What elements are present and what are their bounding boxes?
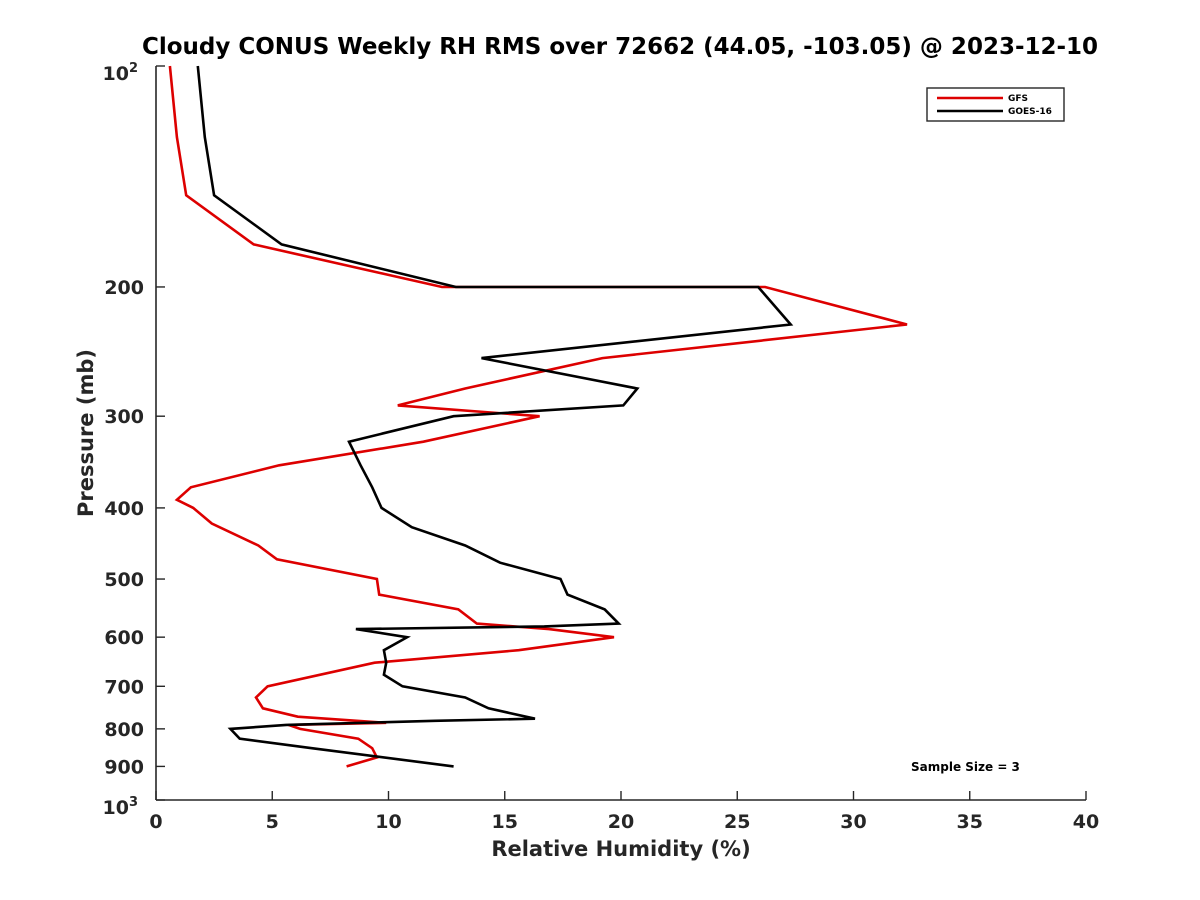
x-tick-label: 10 xyxy=(375,811,401,833)
y-tick-label: 300 xyxy=(104,406,144,428)
x-tick-label: 20 xyxy=(608,811,634,833)
x-axis-title: Relative Humidity (%) xyxy=(491,837,750,861)
y-tick-label: 600 xyxy=(104,627,144,649)
y-tick-label: 200 xyxy=(104,277,144,299)
x-tick-label: 30 xyxy=(840,811,866,833)
legend: GFS GOES-16 xyxy=(926,87,1065,122)
x-tick-label: 5 xyxy=(266,811,279,833)
y-tick-label: 800 xyxy=(104,719,144,741)
y-tick-label: 102 xyxy=(103,61,139,85)
legend-box xyxy=(926,87,1065,122)
y-tick-label: 500 xyxy=(104,569,144,591)
x-tick-label: 25 xyxy=(724,811,750,833)
x-tick-label: 40 xyxy=(1073,811,1099,833)
series-line-goes16 xyxy=(196,65,794,768)
y-tick-label: 103 xyxy=(103,795,139,819)
chart-title: Cloudy CONUS Weekly RH RMS over 72662 (4… xyxy=(142,34,1098,60)
series-line-gfs xyxy=(168,65,908,768)
legend-label-goes16: GOES-16 xyxy=(1008,107,1052,117)
y-tick-label: 900 xyxy=(104,756,144,778)
y-tick-label: 400 xyxy=(104,498,144,520)
x-tick-label: 35 xyxy=(957,811,983,833)
x-tick-label: 15 xyxy=(492,811,518,833)
x-tick-label: 0 xyxy=(149,811,162,833)
y-axis-title: Pressure (mb) xyxy=(74,349,98,517)
legend-label-gfs: GFS xyxy=(1008,94,1028,104)
y-tick-label: 700 xyxy=(104,676,144,698)
x-ticks: 0 5 10 15 20 25 30 35 40 xyxy=(149,791,1099,833)
plot-area xyxy=(168,65,908,768)
y-ticks: 102 200 300 400 500 600 700 800 900 103 xyxy=(103,61,165,819)
sample-size-annotation: Sample Size = 3 xyxy=(911,760,1020,774)
